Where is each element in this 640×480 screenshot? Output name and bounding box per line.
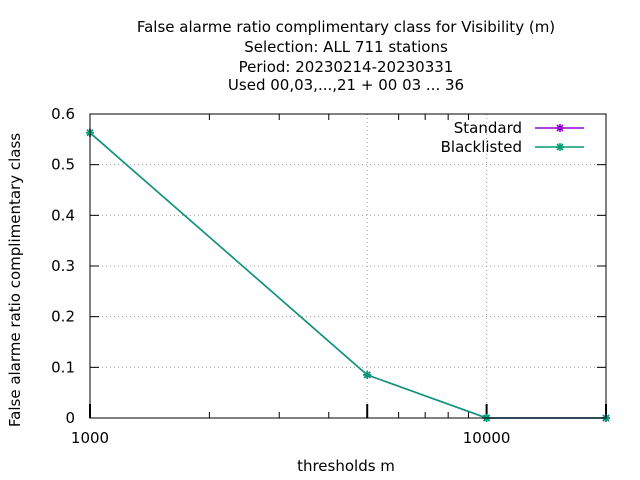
grid bbox=[89, 113, 607, 419]
legend-marker bbox=[556, 143, 564, 151]
x-tick-label: 10000 bbox=[463, 429, 511, 447]
legend-marker bbox=[556, 124, 564, 132]
chart-title: False alarme ratio complimentary class f… bbox=[137, 18, 555, 94]
x-tick-label: 1000 bbox=[71, 429, 109, 447]
title-line-3: Period: 20230214-20230331 bbox=[239, 58, 454, 76]
y-tick-label: 0.5 bbox=[51, 156, 75, 174]
title-line-1: False alarme ratio complimentary class f… bbox=[137, 18, 555, 36]
y-tick-labels: 0 0.1 0.2 0.3 0.4 0.5 0.6 bbox=[51, 105, 75, 427]
title-line-2: Selection: ALL 711 stations bbox=[244, 38, 448, 56]
series-blacklisted bbox=[86, 128, 610, 422]
series-standard bbox=[86, 128, 610, 422]
x-tick-labels: 1000 10000 bbox=[71, 429, 511, 447]
series-line bbox=[89, 132, 606, 419]
legend-label: Standard bbox=[454, 119, 522, 137]
plot-border bbox=[89, 113, 607, 419]
y-tick-label: 0.4 bbox=[51, 206, 75, 224]
legend-entry: Standard bbox=[454, 119, 584, 137]
series-line bbox=[89, 132, 606, 419]
y-tick-label: 0.2 bbox=[51, 308, 75, 326]
series bbox=[86, 128, 610, 422]
x-axis-label: thresholds m bbox=[297, 457, 395, 475]
y-tick-label: 0.3 bbox=[51, 257, 75, 275]
legend-label: Blacklisted bbox=[441, 138, 522, 156]
y-tick-label: 0.6 bbox=[51, 105, 75, 123]
legend-entry: Blacklisted bbox=[441, 138, 584, 156]
y-axis-label: False alarme ratio complimentary class bbox=[6, 133, 24, 427]
data-point bbox=[363, 370, 372, 379]
title-line-4: Used 00,03,...,21 + 00 03 ... 36 bbox=[228, 76, 464, 94]
y-tick-label: 0.1 bbox=[51, 358, 75, 376]
y-tick-label: 0 bbox=[65, 409, 75, 427]
